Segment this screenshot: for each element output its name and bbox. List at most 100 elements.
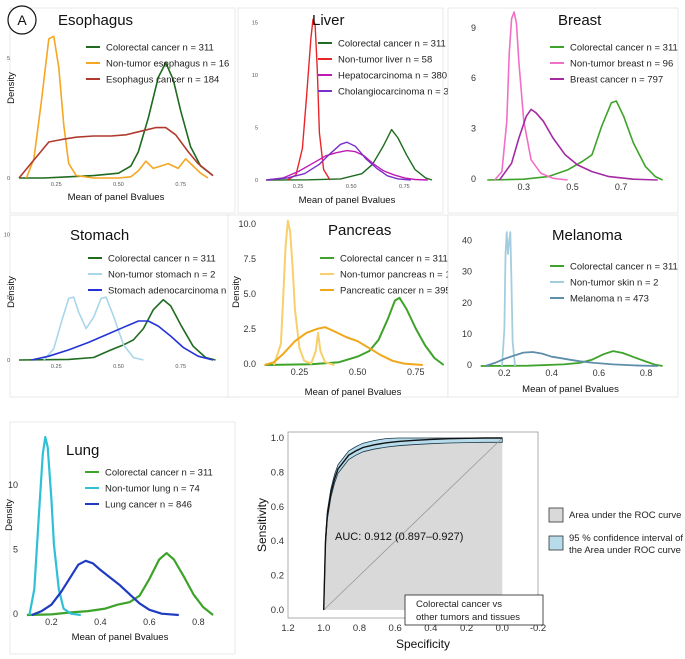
density-curve-3 [18,126,214,179]
density-curve-1 [487,100,663,181]
y-tick-label: 10 [4,232,10,238]
density-panel-esophagus: 0 5 0.25 0.50 0.75 Density Mean of panel Bvalu… [6,7,236,214]
panel-frame [227,214,449,398]
density-curve-2 [272,219,335,366]
roc-x-tick: 1.0 [317,623,330,634]
legend-entry: the Area under ROC curve [569,545,681,556]
y-tick-label: 0 [255,178,258,184]
y-tick-label: 5 [7,56,10,62]
roc-x-axis-label: Specificity [396,637,450,651]
legend-entry: Colorectal cancer n = 311 [106,43,214,54]
density-curve-4 [266,141,411,181]
x-axis-label: Mean of panel Bvalues [72,632,169,643]
density-panel-melanoma: 0 10 20 30 40 0.2 0.4 0.6 0.8 Mean of panel Bvalu… [447,214,679,398]
panel-title: Melanoma [552,227,623,244]
y-tick-label: 2.5 [243,324,256,334]
roc-y-tick: 0.6 [271,502,284,513]
comparison-label: other tumors and tissues [416,612,520,623]
roc-legend: Area under the ROC curve 95 % confidence … [548,507,683,556]
panel-frame [9,214,236,398]
legend-entry: Breast cancer n = 797 [570,75,663,86]
panel-title: Esophagus [58,12,133,29]
density-panel-stomach: 0 5 10 0.25 0.50 0.75 Density Stomach Colorectal… [4,214,253,398]
x-tick-label: 0.6 [143,617,156,627]
x-axis-label: Mean of panel Bvalues [305,387,402,398]
roc-x-tick: 0.4 [424,623,437,634]
x-tick-label: 0.50 [346,184,357,190]
roc-x-tick: 0.2 [460,623,473,634]
auc-text: AUC: 0.912 (0.897–0.927) [335,531,463,543]
roc-curve [323,437,503,611]
legend-entry: Non-tumor esophagus n = 16 [106,59,229,70]
x-tick-label: 0.7 [615,182,628,192]
x-tick-label: 0.25 [51,182,62,188]
roc-x-tick: 1.2 [281,623,294,634]
legend-entry: Melanoma n = 473 [570,294,649,305]
roc-y-tick: 1.0 [271,433,284,444]
panel-title: Pancreas [328,222,391,239]
y-tick-label: 7.5 [243,254,256,264]
x-axis-label: Mean of panel Bvalues [299,195,396,206]
x-tick-label: 0.75 [175,364,186,370]
y-tick-label: 15 [252,21,258,27]
x-tick-label: 0.75 [407,367,425,377]
y-tick-label: 9 [471,23,476,33]
x-tick-label: 0.25 [291,367,309,377]
y-tick-label: 0 [471,174,476,184]
legend-entry: Colorectal cancer n = 311 [338,39,446,50]
panel-title: Lung [66,442,99,459]
legend-entry: Non-tumor breast n = 96 [570,59,673,70]
x-tick-label: 0.50 [113,364,124,370]
y-tick-label: 0.0 [243,359,256,369]
x-tick-label: 0.25 [293,184,304,190]
y-tick-label: 0 [13,609,18,619]
y-tick-label: 6 [471,73,476,83]
roc-y-tick: 0.0 [271,605,284,616]
x-axis-label: Mean of panel Bvalues [522,384,619,395]
roc-y-tick: 0.4 [271,536,284,547]
legend-entry: Colorectal cancer n = 311 [340,254,448,265]
y-tick-label: 5 [13,545,18,555]
y-tick-label: 30 [462,267,472,277]
y-tick-label: 5 [255,126,258,132]
density-curve-3 [31,320,214,361]
y-tick-label: 0 [467,360,472,370]
x-tick-label: 0.75 [175,182,186,188]
density-curve-3 [31,559,179,617]
y-tick-label: 5 [7,295,10,301]
legend-entry: Non-tumor lung n = 74 [105,484,200,495]
roc-x-tick: 0.8 [353,623,366,634]
legend-entry: Hepatocarcinoma n = 380 [338,71,447,82]
legend-entry: Area under the ROC curve [569,510,681,521]
density-panel-breast: 0 3 6 9 0.3 0.5 0.7 Breast Colorectal cancer n =… [447,7,679,214]
x-axis-label: Mean of panel Bvalues [68,192,165,203]
density-panel-pancreas: 0.0 2.5 5.0 7.5 10.0 0.25 0.50 0.75 Density Mean … [227,214,456,398]
density-curve-3 [266,149,428,181]
density-curve-3 [485,351,658,367]
legend-entry: Stomach adenocarcinoma n = 395 [108,286,253,297]
roc-y-axis-label: Sensitivity [255,498,269,552]
y-tick-label: 40 [462,236,472,246]
y-axis-label: Density [6,276,17,308]
density-curve-2 [501,231,516,367]
y-tick-label: 0 [7,358,10,364]
x-tick-label: 0.4 [94,617,107,627]
density-curve-2 [25,35,209,179]
density-curve-2 [287,18,331,181]
x-tick-label: 0.6 [593,368,606,378]
y-tick-label: 10 [252,73,258,79]
y-tick-label: 3 [471,124,476,134]
x-tick-label: 0.2 [498,368,511,378]
y-tick-label: 10 [8,480,18,490]
density-curve-1 [264,296,445,366]
panel-frame [447,7,679,214]
roc-x-tick: 0.6 [389,623,402,634]
legend-entry: Colorectal cancer n = 311 [108,254,216,265]
svg-text:A: A [17,12,27,28]
density-curve-3 [498,108,658,181]
roc-x-tick: -0.2 [530,623,546,634]
panel-title: Breast [558,12,602,29]
legend-entry: Non-tumor skin n = 2 [570,278,658,289]
